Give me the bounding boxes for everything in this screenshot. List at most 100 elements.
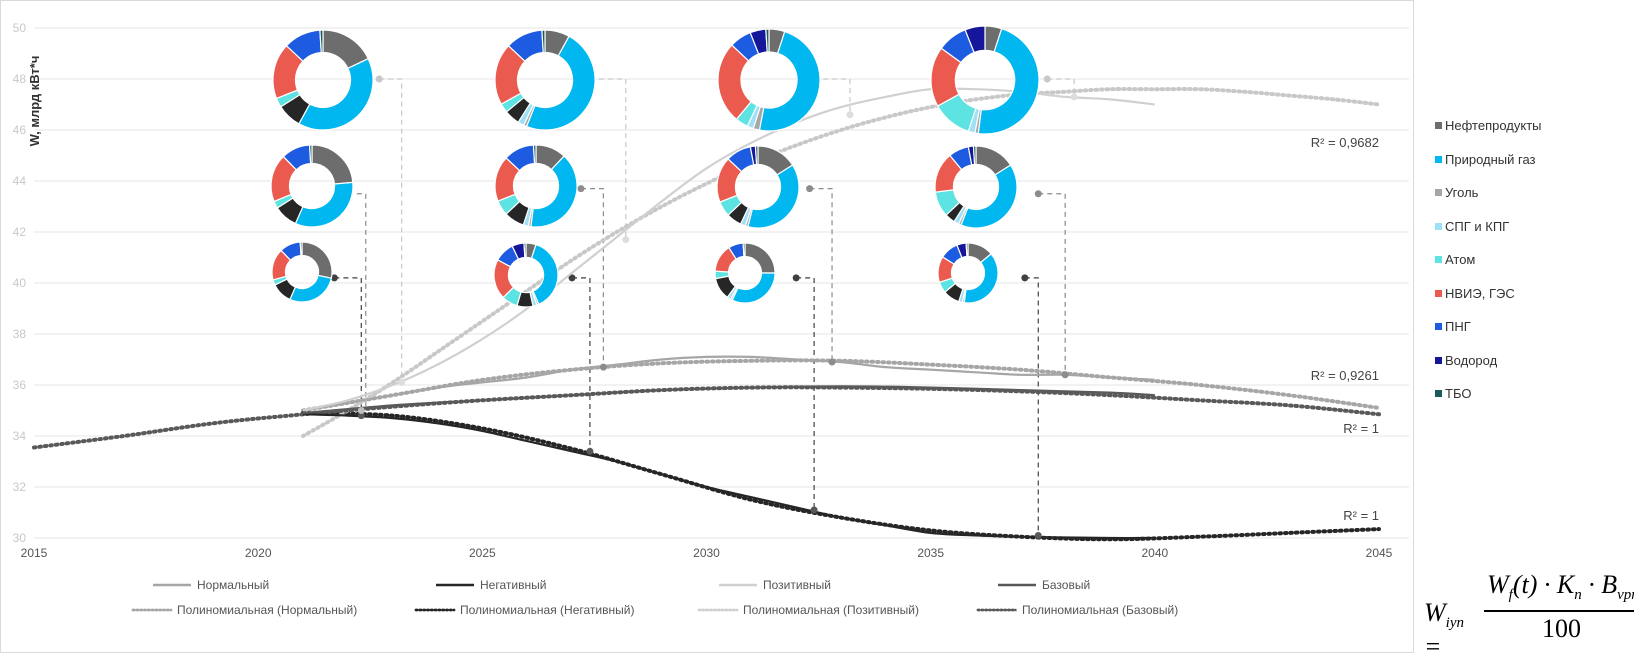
formula-fraction-bar <box>1484 610 1634 612</box>
r-squared-label: R² = 0,9682 <box>1311 135 1379 150</box>
donut-segment <box>311 144 354 185</box>
leader-start-dot <box>1043 75 1051 83</box>
donut-segment <box>964 25 986 54</box>
data-marker <box>357 412 365 420</box>
y-tick-label: 38 <box>13 327 27 341</box>
fuel-legend-swatch <box>1435 222 1442 230</box>
leader-start-dot <box>806 185 814 193</box>
donut-chart <box>272 29 374 131</box>
leader-lines <box>330 75 1075 536</box>
fuel-legend-swatch <box>1435 122 1442 129</box>
donut-segment <box>742 242 746 258</box>
donut-segment <box>747 164 800 229</box>
legend-label: Нормальный <box>197 578 269 592</box>
data-marker <box>1034 531 1042 539</box>
leader-start-dot <box>1034 190 1042 198</box>
series-lines <box>302 87 1155 540</box>
fuel-legend-swatch <box>1435 289 1442 297</box>
leader-start-dot <box>1021 274 1029 282</box>
donut-segment <box>299 241 303 257</box>
donut-chart <box>494 144 578 228</box>
x-tick-label: 2015 <box>21 546 48 560</box>
y-tick-label: 36 <box>13 378 27 392</box>
fuel-legend-item: Атом <box>1435 252 1475 272</box>
data-markers <box>357 93 1078 539</box>
x-tick-label: 2040 <box>1141 546 1168 560</box>
donut-chart <box>717 28 821 132</box>
legend-label: Полиномиальная (Негативный) <box>460 603 634 617</box>
trendline <box>301 87 1381 438</box>
x-tick-label: 2045 <box>1366 546 1393 560</box>
fuel-legend-item: Уголь <box>1435 185 1478 205</box>
donut-chart <box>716 145 800 229</box>
donut-segment <box>523 242 527 259</box>
y-tick-label: 32 <box>13 480 27 494</box>
fuel-legend-label: Уголь <box>1445 185 1479 200</box>
donut-segment <box>960 164 1018 229</box>
x-tick-label: 2035 <box>917 546 944 560</box>
donut-chart <box>493 242 559 308</box>
legend-label: Полиномиальная (Нормальный) <box>177 603 357 617</box>
fuel-legend-swatch <box>1435 256 1442 263</box>
fuel-legend-item: Водород <box>1435 353 1497 373</box>
leader-start-dot <box>375 75 383 83</box>
y-axis-label: W, млрд кВт*ч <box>27 56 42 147</box>
trendline <box>301 411 1381 542</box>
leader-start-dot <box>568 274 576 282</box>
fuel-legend-swatch <box>1435 356 1442 364</box>
fuel-legend-label: Нефтепродукты <box>1445 118 1542 133</box>
donut-segment <box>977 27 1040 135</box>
leader-line <box>334 277 362 416</box>
donut-chart <box>271 241 333 303</box>
r-squared-label: R² = 0,9261 <box>1311 368 1379 383</box>
formula-numerator: Wf(t) · Kn · Bvpni <box>1487 570 1634 604</box>
donut-segment <box>965 242 969 258</box>
y-tick-label: 30 <box>13 531 27 545</box>
data-marker <box>828 358 836 366</box>
fuel-legend-label: СПГ и КПГ <box>1445 218 1510 234</box>
chart-frame: 30 32 34 36 38 40 42 44 46 48 50 2015 2020 2025 2030 2… <box>0 0 1414 653</box>
trendlines <box>32 87 1381 542</box>
data-marker <box>357 407 365 414</box>
formula-lhs: Wiyn = <box>1424 598 1464 662</box>
fuel-legend-label: ТБО <box>1445 386 1472 401</box>
donut-segment <box>754 145 759 166</box>
fuel-legend-item: СПГ и КПГ <box>1435 219 1509 239</box>
legend-label: Позитивный <box>763 578 831 592</box>
leader-start-dot <box>330 274 338 282</box>
leader-line <box>338 193 367 411</box>
legend-label: Базовый <box>1042 578 1090 592</box>
fuel-legend-swatch <box>1435 189 1442 196</box>
fuel-legend-item: ПНГ <box>1435 319 1471 339</box>
leader-start-dot <box>792 274 800 282</box>
trendline <box>301 358 1381 413</box>
series-line <box>302 385 1155 415</box>
series-line <box>302 355 1155 412</box>
leader-line <box>580 188 604 368</box>
donut-segment <box>294 181 354 228</box>
fuel-legend-label: Природный газ <box>1445 151 1536 167</box>
x-tick-label: 2030 <box>693 546 720 560</box>
formula-denominator: 100 <box>1542 614 1581 643</box>
fuel-legend-item: Нефтепродукты <box>1435 118 1542 138</box>
donut-segment <box>744 242 776 274</box>
data-marker <box>398 378 406 386</box>
y-tick-label: 34 <box>13 429 27 443</box>
donut-segment <box>532 144 537 165</box>
y-tick-label: 46 <box>13 123 27 137</box>
donut-segment <box>765 28 770 53</box>
donut-segment <box>731 272 776 304</box>
legend-label: Полиномиальная (Базовый) <box>1022 603 1178 617</box>
donut-chart <box>494 29 596 131</box>
donut-segment <box>289 274 333 303</box>
y-tick-label: 50 <box>13 21 27 35</box>
r-squared-label: R² = 1 <box>1343 508 1379 523</box>
data-marker <box>1061 371 1069 379</box>
legend-label: Полиномиальная (Позитивный) <box>743 603 919 617</box>
fuel-legend-swatch <box>1435 155 1442 163</box>
donut-chart <box>934 145 1018 229</box>
leader-line <box>572 277 591 452</box>
donut-segment <box>758 30 821 132</box>
donut-segment <box>301 241 333 279</box>
